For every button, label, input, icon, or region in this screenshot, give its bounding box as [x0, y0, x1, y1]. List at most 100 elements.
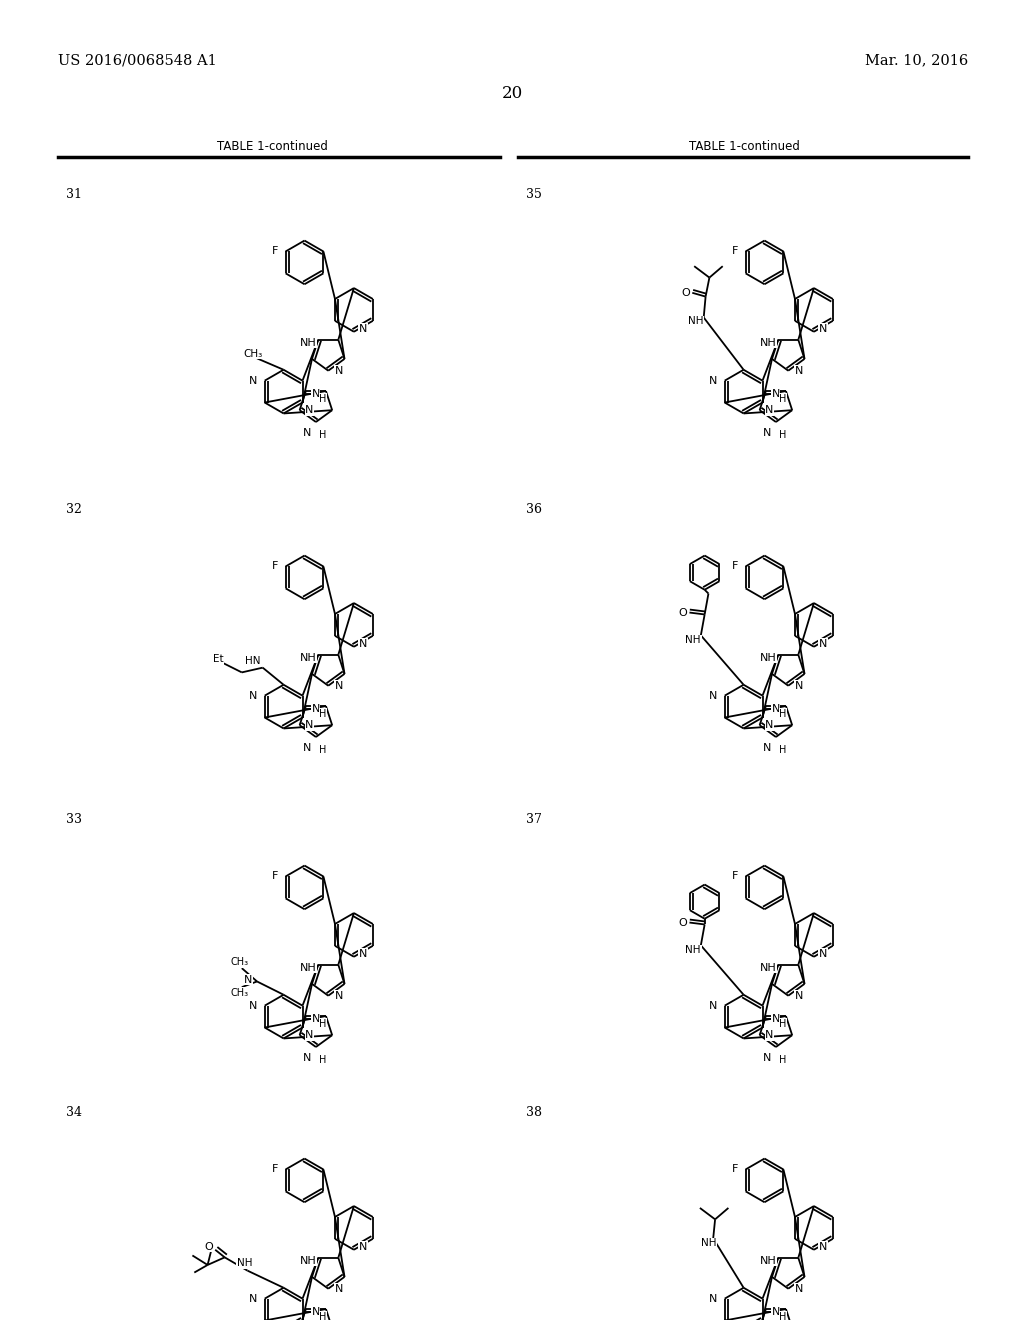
Text: O: O	[679, 917, 687, 928]
Text: CH₃: CH₃	[230, 987, 249, 998]
Text: H: H	[778, 430, 786, 441]
Text: N: N	[818, 1242, 827, 1251]
Text: F: F	[271, 247, 278, 256]
Text: H: H	[318, 1055, 326, 1065]
Text: 37: 37	[526, 813, 542, 826]
Text: N: N	[335, 991, 343, 1001]
Text: N: N	[765, 405, 774, 416]
Text: US 2016/0068548 A1: US 2016/0068548 A1	[58, 53, 217, 67]
Text: N: N	[765, 721, 774, 730]
Text: N: N	[358, 949, 367, 958]
Text: N: N	[249, 1294, 257, 1304]
Text: N: N	[765, 1030, 774, 1040]
Text: O: O	[681, 288, 690, 298]
Text: H: H	[779, 1019, 786, 1028]
Text: H: H	[779, 709, 786, 718]
Text: N: N	[335, 366, 343, 376]
Text: NH: NH	[685, 635, 701, 645]
Text: N: N	[249, 690, 257, 701]
Text: N: N	[311, 1014, 319, 1024]
Text: O: O	[204, 1242, 213, 1251]
Text: CH₃: CH₃	[244, 348, 263, 359]
Text: N: N	[771, 389, 780, 399]
Text: N: N	[818, 323, 827, 334]
Text: NH: NH	[760, 1255, 776, 1266]
Text: H: H	[779, 393, 786, 404]
Text: N: N	[249, 1001, 257, 1011]
Text: 33: 33	[66, 813, 82, 826]
Text: H: H	[778, 1055, 786, 1065]
Text: N: N	[818, 639, 827, 649]
Text: F: F	[731, 871, 738, 882]
Text: H: H	[319, 709, 327, 718]
Text: NH: NH	[685, 945, 701, 956]
Text: 36: 36	[526, 503, 542, 516]
Text: 34: 34	[66, 1106, 82, 1119]
Text: 31: 31	[66, 187, 82, 201]
Text: F: F	[731, 561, 738, 572]
Text: O: O	[679, 607, 687, 618]
Text: N: N	[244, 974, 252, 985]
Text: TABLE 1-continued: TABLE 1-continued	[688, 140, 800, 153]
Text: H: H	[319, 1312, 327, 1320]
Text: N: N	[305, 405, 313, 416]
Text: HN: HN	[245, 656, 260, 667]
Text: N: N	[709, 1294, 717, 1304]
Text: NH: NH	[300, 1255, 316, 1266]
Text: Et: Et	[213, 655, 223, 664]
Text: TABLE 1-continued: TABLE 1-continued	[216, 140, 328, 153]
Text: 38: 38	[526, 1106, 542, 1119]
Text: H: H	[778, 746, 786, 755]
Text: NH: NH	[688, 317, 703, 326]
Text: Mar. 10, 2016: Mar. 10, 2016	[864, 53, 968, 67]
Text: H: H	[779, 1312, 786, 1320]
Text: F: F	[271, 1164, 278, 1175]
Text: NH: NH	[300, 652, 316, 663]
Text: 20: 20	[502, 84, 522, 102]
Text: CH₃: CH₃	[230, 957, 249, 968]
Text: N: N	[795, 991, 803, 1001]
Text: F: F	[271, 561, 278, 572]
Text: N: N	[335, 681, 343, 690]
Text: N: N	[771, 1014, 780, 1024]
Text: N: N	[311, 704, 319, 714]
Text: N: N	[358, 639, 367, 649]
Text: F: F	[271, 871, 278, 882]
Text: N: N	[771, 1307, 780, 1317]
Text: NH: NH	[760, 652, 776, 663]
Text: H: H	[318, 430, 326, 441]
Text: H: H	[319, 1019, 327, 1028]
Text: NH: NH	[300, 962, 316, 973]
Text: 32: 32	[66, 503, 82, 516]
Text: NH: NH	[760, 962, 776, 973]
Text: N: N	[771, 704, 780, 714]
Text: N: N	[763, 429, 771, 438]
Text: NH: NH	[300, 338, 316, 347]
Text: N: N	[709, 376, 717, 385]
Text: N: N	[311, 389, 319, 399]
Text: N: N	[795, 681, 803, 690]
Text: N: N	[311, 1307, 319, 1317]
Text: N: N	[763, 743, 771, 754]
Text: N: N	[358, 323, 367, 334]
Text: N: N	[795, 1283, 803, 1294]
Text: N: N	[795, 366, 803, 376]
Text: N: N	[305, 1030, 313, 1040]
Text: NH: NH	[700, 1238, 716, 1249]
Text: N: N	[335, 1283, 343, 1294]
Text: F: F	[731, 247, 738, 256]
Text: N: N	[305, 721, 313, 730]
Text: N: N	[818, 949, 827, 958]
Text: N: N	[709, 1001, 717, 1011]
Text: F: F	[731, 1164, 738, 1175]
Text: H: H	[319, 393, 327, 404]
Text: NH: NH	[237, 1258, 252, 1269]
Text: N: N	[303, 743, 311, 754]
Text: N: N	[303, 429, 311, 438]
Text: H: H	[318, 746, 326, 755]
Text: N: N	[709, 690, 717, 701]
Text: NH: NH	[760, 338, 776, 347]
Text: 35: 35	[526, 187, 542, 201]
Text: N: N	[358, 1242, 367, 1251]
Text: N: N	[303, 1053, 311, 1064]
